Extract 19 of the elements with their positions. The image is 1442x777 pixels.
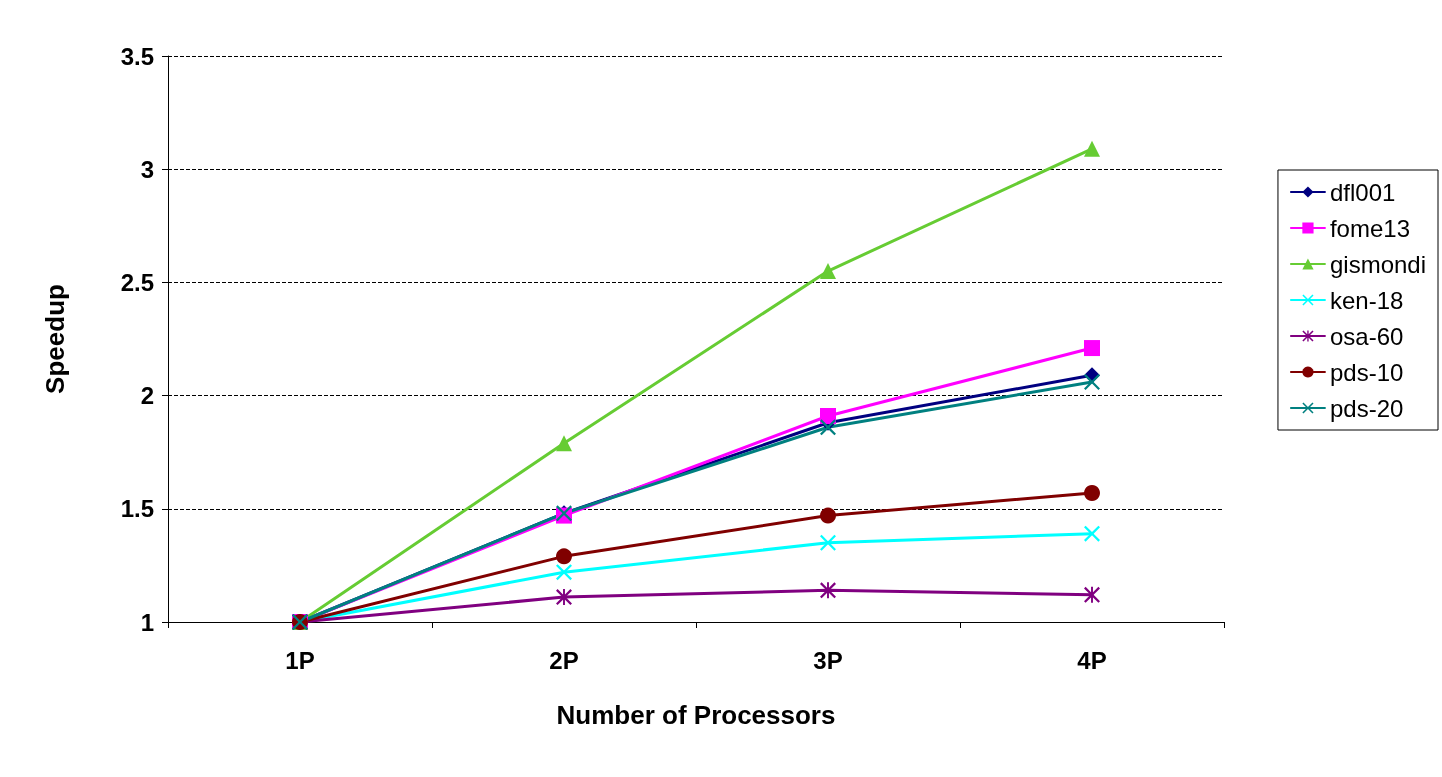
y-tick-label: 3: [140, 155, 154, 183]
x-axis-title: Number of Processors: [556, 700, 836, 730]
y-tick-label: 1.5: [120, 495, 154, 523]
x-tick-label: 4P: [1077, 646, 1107, 674]
x-tick-label: 3P: [813, 646, 843, 674]
x-tick-label: 1P: [285, 646, 315, 674]
x-tick-label: 2P: [549, 646, 579, 674]
y-axis-title: Speedup: [40, 284, 70, 394]
legend-label: dfl001: [1329, 178, 1396, 206]
legend-label: pds-10: [1329, 358, 1404, 386]
legend-label: gismondi: [1329, 250, 1426, 278]
y-tick-label: 3.5: [120, 42, 154, 70]
legend-label: osa-60: [1329, 322, 1404, 350]
legend-label: fome13: [1329, 214, 1411, 242]
y-tick-label: 2: [140, 382, 154, 410]
y-tick-label: 1: [140, 608, 154, 636]
y-tick-label: 2.5: [120, 268, 154, 296]
legend-label: ken-18: [1329, 286, 1404, 314]
legend-label: pds-20: [1329, 394, 1404, 422]
